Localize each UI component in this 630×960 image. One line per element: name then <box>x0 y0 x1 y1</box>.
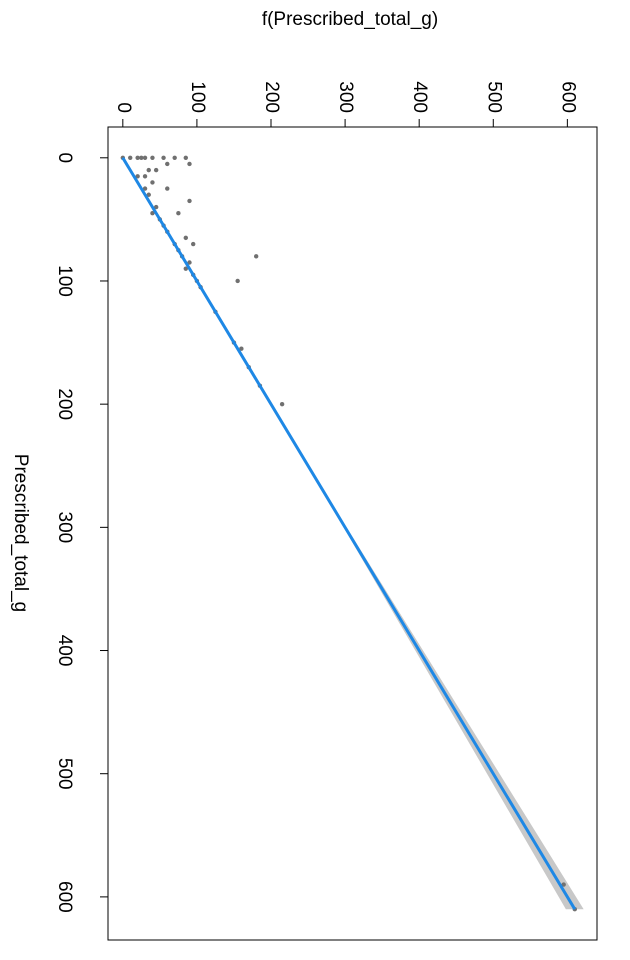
point <box>139 155 144 160</box>
plot-frame <box>107 126 598 941</box>
x-tick-label: 200 <box>54 388 75 420</box>
point <box>183 235 188 241</box>
point <box>146 167 151 173</box>
point <box>135 174 140 179</box>
point <box>150 180 155 185</box>
point <box>279 401 285 407</box>
y-tick-label: 0 <box>113 102 134 113</box>
point <box>176 211 181 216</box>
point <box>183 155 188 160</box>
point <box>150 211 155 216</box>
x-tick-label: 300 <box>54 511 75 543</box>
point <box>165 186 170 191</box>
y-tick-label: 300 <box>335 81 356 113</box>
point <box>191 241 196 247</box>
point <box>161 155 166 160</box>
y-tick-label: 600 <box>557 81 578 113</box>
point <box>142 155 148 160</box>
point <box>187 161 192 167</box>
point <box>135 155 140 160</box>
x-tick-label: 100 <box>54 265 75 297</box>
point <box>187 198 192 204</box>
x-tick-label: 600 <box>54 881 75 913</box>
point <box>128 155 133 160</box>
point <box>561 882 566 887</box>
y-tick-label: 500 <box>483 81 504 113</box>
point <box>253 254 259 259</box>
y-tick-label: 100 <box>187 81 208 113</box>
fit-line <box>121 157 577 910</box>
point <box>150 155 155 160</box>
x-tick-label: 500 <box>54 758 75 790</box>
point <box>142 186 148 191</box>
y-tick-label: 200 <box>261 81 282 113</box>
point <box>239 346 244 351</box>
point <box>235 278 240 284</box>
point <box>142 174 148 179</box>
point <box>187 260 192 265</box>
point <box>146 192 151 197</box>
point <box>183 266 188 271</box>
x-tick-label: 400 <box>54 635 75 667</box>
point <box>153 204 159 210</box>
point <box>153 167 159 173</box>
y-axis-title: f(Prescribed_total_g) <box>262 9 438 30</box>
x-tick-label: 0 <box>54 153 75 164</box>
point <box>172 155 177 160</box>
y-tick-label: 400 <box>409 81 430 113</box>
point <box>165 161 170 167</box>
x-axis-title: Prescribed_total_g <box>10 454 31 612</box>
